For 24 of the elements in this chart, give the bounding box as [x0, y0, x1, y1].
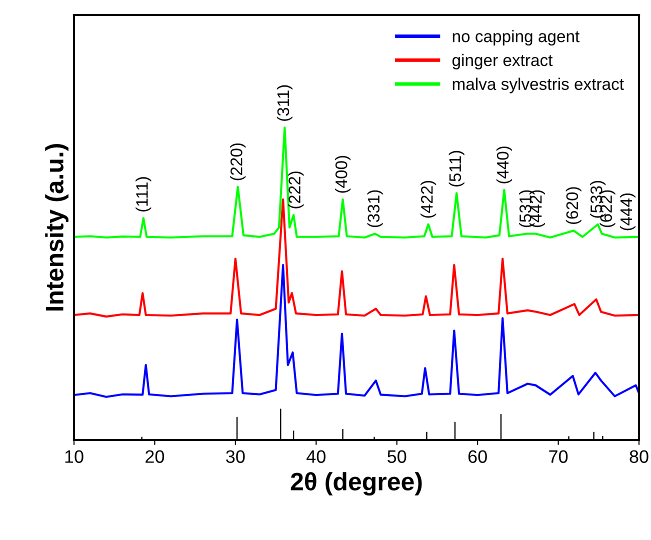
- x-tick-label: 30: [226, 450, 245, 463]
- annotation: (444): [620, 193, 636, 230]
- annotation: (422): [420, 180, 436, 218]
- legend-label: ginger extract: [452, 54, 553, 70]
- annotation: (220): [230, 143, 246, 180]
- x-tick-label: 20: [146, 450, 164, 463]
- x-tick-label: 10: [65, 450, 84, 463]
- annotation: (620): [566, 187, 582, 224]
- annotation: (331): [367, 190, 383, 228]
- x-axis-title: 2θ (degree): [290, 472, 422, 496]
- annotation: (311): [276, 85, 292, 121]
- legend-label: no capping agent: [452, 30, 580, 46]
- x-tick-label: 50: [388, 450, 406, 463]
- annotation: (111): [136, 177, 152, 212]
- x-tick-label: 80: [630, 450, 648, 463]
- annotation: (400): [335, 156, 351, 193]
- annotation: (440): [496, 146, 512, 184]
- x-tick-label: 60: [468, 450, 487, 463]
- annotation: (511): [448, 150, 464, 187]
- x-tick-label: 70: [549, 450, 568, 463]
- x-tick-label: 40: [306, 450, 326, 463]
- annotation: (222): [288, 172, 304, 208]
- legend-label: malva sylvestris extract: [452, 78, 624, 94]
- y-axis-title: Intensity (a.u.): [45, 144, 68, 311]
